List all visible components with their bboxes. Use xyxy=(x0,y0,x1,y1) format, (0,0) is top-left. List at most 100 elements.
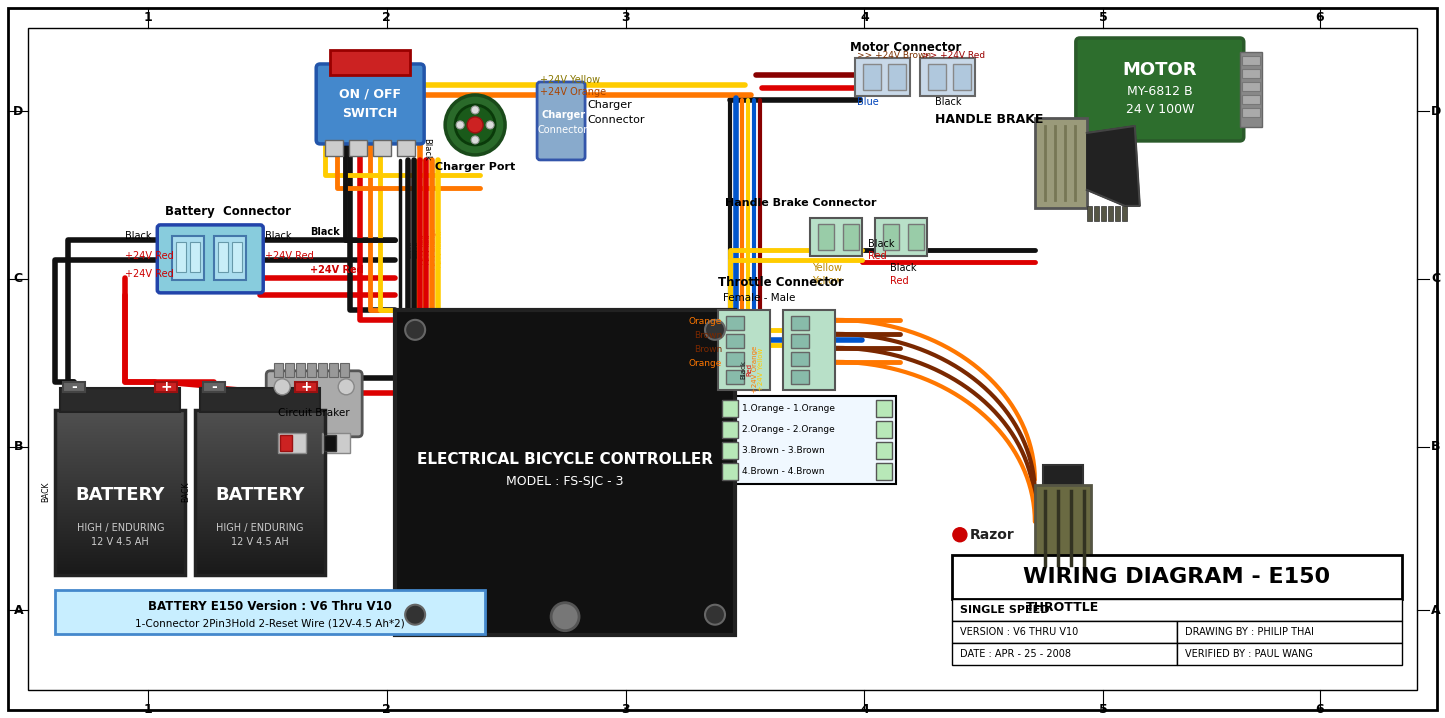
Text: DRAWING BY : PHILIP THAI: DRAWING BY : PHILIP THAI xyxy=(1185,627,1314,637)
Circle shape xyxy=(467,117,483,133)
Bar xyxy=(155,382,178,392)
Bar xyxy=(725,334,744,348)
Bar xyxy=(195,454,325,456)
Text: Charger Port: Charger Port xyxy=(435,162,516,172)
Bar xyxy=(195,410,325,574)
Text: Blue: Blue xyxy=(857,97,879,107)
Bar xyxy=(790,370,809,384)
Bar xyxy=(55,504,185,505)
Bar xyxy=(811,218,861,256)
Bar xyxy=(55,411,185,412)
Bar xyxy=(195,515,325,516)
Bar xyxy=(195,466,325,467)
Bar xyxy=(195,485,325,486)
Bar xyxy=(195,507,325,508)
Bar xyxy=(55,498,185,499)
Text: Yellow: Yellow xyxy=(812,276,842,286)
Bar xyxy=(195,418,325,419)
Bar xyxy=(55,442,185,443)
Text: MOTOR: MOTOR xyxy=(1123,61,1196,79)
Bar xyxy=(172,236,204,280)
Text: 4.Brown - 4.Brown: 4.Brown - 4.Brown xyxy=(741,467,825,476)
Bar xyxy=(195,480,325,481)
Circle shape xyxy=(405,605,425,625)
Bar xyxy=(195,484,325,485)
Text: Connector: Connector xyxy=(538,125,588,135)
Bar xyxy=(55,542,185,543)
Bar xyxy=(195,521,325,522)
Bar xyxy=(55,432,185,433)
Bar xyxy=(55,469,185,470)
Bar xyxy=(952,643,1176,665)
Bar xyxy=(55,535,185,536)
Bar xyxy=(64,382,85,392)
Bar xyxy=(195,461,325,462)
Bar xyxy=(55,569,185,571)
Text: Black: Black xyxy=(890,263,916,273)
Bar xyxy=(920,58,975,96)
Text: 1: 1 xyxy=(143,703,152,716)
Bar xyxy=(195,439,325,440)
Bar xyxy=(55,525,185,526)
Circle shape xyxy=(952,528,967,542)
Bar xyxy=(55,443,185,444)
Bar xyxy=(195,452,325,453)
Text: +24V Red: +24V Red xyxy=(311,265,364,275)
Bar xyxy=(195,458,325,459)
Bar xyxy=(842,224,858,250)
Text: 1: 1 xyxy=(143,11,152,24)
Bar xyxy=(55,540,185,541)
Text: Charger: Charger xyxy=(540,110,585,120)
Bar xyxy=(195,457,325,458)
Bar xyxy=(55,521,185,522)
Bar xyxy=(55,563,185,564)
Bar xyxy=(195,430,325,431)
Bar xyxy=(55,481,185,482)
Bar xyxy=(55,527,185,528)
Bar xyxy=(1108,206,1113,221)
Bar xyxy=(195,549,325,550)
Bar xyxy=(195,510,325,512)
Bar xyxy=(1094,206,1098,221)
Text: +: + xyxy=(160,380,172,393)
Bar xyxy=(1035,485,1091,573)
Bar xyxy=(55,482,185,484)
Bar xyxy=(55,589,486,634)
Bar xyxy=(195,499,325,500)
Text: A: A xyxy=(1431,604,1441,617)
Bar xyxy=(55,522,185,523)
Bar xyxy=(195,518,325,520)
Bar xyxy=(195,423,325,424)
Circle shape xyxy=(445,95,506,155)
Bar xyxy=(195,493,325,494)
Text: C: C xyxy=(14,272,23,285)
Bar xyxy=(195,546,325,548)
Bar xyxy=(1035,118,1087,208)
Bar xyxy=(195,525,325,526)
Bar xyxy=(195,502,325,503)
Bar xyxy=(195,479,325,480)
Text: Battery  Connector: Battery Connector xyxy=(165,205,292,218)
Bar xyxy=(195,436,325,437)
Bar xyxy=(55,474,185,475)
Text: MY-6812 B: MY-6812 B xyxy=(1127,85,1192,98)
Bar xyxy=(1101,206,1105,221)
Text: D: D xyxy=(1431,105,1441,118)
Bar xyxy=(55,538,185,540)
Text: >> +24V Brown: >> +24V Brown xyxy=(857,52,931,60)
Bar xyxy=(55,426,185,428)
Bar xyxy=(55,413,185,414)
Bar xyxy=(195,527,325,528)
Bar xyxy=(55,462,185,463)
Bar xyxy=(195,463,325,464)
Bar xyxy=(195,471,325,472)
Bar xyxy=(55,484,185,485)
Bar xyxy=(1241,95,1260,104)
Bar xyxy=(195,537,325,538)
Bar xyxy=(195,568,325,569)
Bar xyxy=(55,492,185,493)
Bar xyxy=(55,453,185,454)
Bar xyxy=(1176,643,1402,665)
Bar xyxy=(55,561,185,563)
Bar xyxy=(55,423,185,424)
